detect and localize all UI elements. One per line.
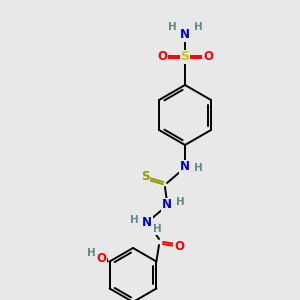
Text: H: H: [194, 163, 202, 173]
Text: H: H: [130, 215, 138, 225]
Text: N: N: [142, 217, 152, 230]
Text: N: N: [162, 199, 172, 212]
Text: H: H: [87, 248, 96, 259]
Text: O: O: [97, 252, 106, 265]
Text: H: H: [176, 197, 184, 207]
Text: O: O: [203, 50, 213, 64]
Text: S: S: [141, 170, 149, 184]
Text: N: N: [180, 28, 190, 41]
Text: O: O: [157, 50, 167, 64]
Text: S: S: [181, 50, 190, 64]
Text: H: H: [153, 224, 161, 234]
Text: H: H: [168, 22, 176, 32]
Text: O: O: [174, 241, 184, 254]
Text: N: N: [180, 160, 190, 173]
Text: H: H: [194, 22, 202, 32]
